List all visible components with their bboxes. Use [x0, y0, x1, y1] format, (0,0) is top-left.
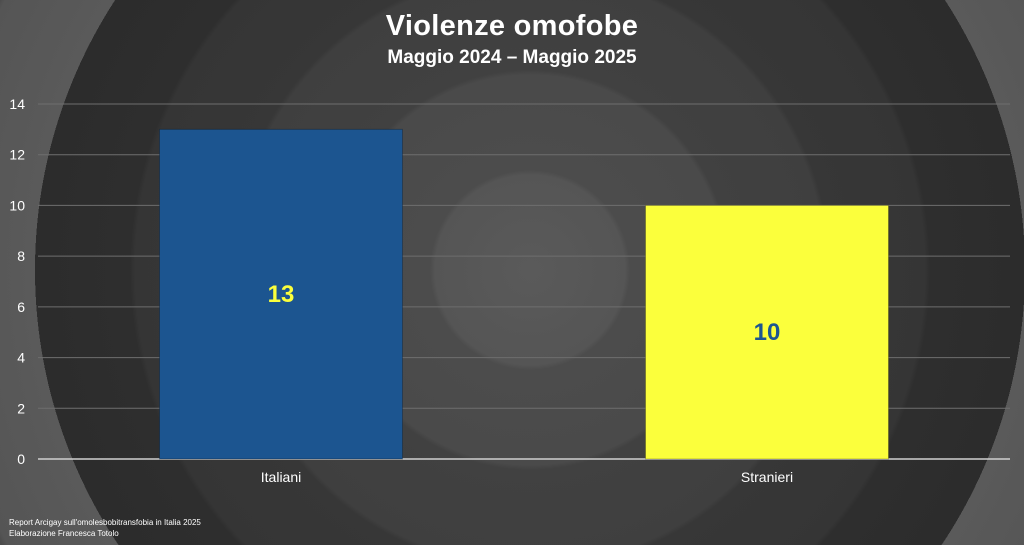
y-tick-label-2: 2: [17, 400, 25, 416]
footer-source: Report Arcigay sull'omolesbobitransfobia…: [9, 518, 201, 527]
y-tick-label-8: 8: [17, 248, 25, 264]
x-tick-label-italiani: Italiani: [261, 469, 301, 485]
data-label-stranieri: 10: [754, 319, 781, 346]
chart-subtitle: Maggio 2024 – Maggio 2025: [387, 47, 637, 68]
chart-title: Violenze omofobe: [385, 10, 639, 42]
x-tick-label-stranieri: Stranieri: [741, 469, 793, 485]
bar-stranieri: [645, 204, 889, 460]
y-tick-label-0: 0: [17, 451, 25, 467]
y-tick-label-10: 10: [9, 197, 25, 213]
y-tick-label-14: 14: [9, 96, 25, 112]
y-tick-label-4: 4: [17, 350, 25, 366]
footer-credit: Elaborazione Francesca Totolo: [9, 529, 119, 538]
y-tick-label-6: 6: [17, 299, 25, 315]
data-label-italiani: 13: [268, 281, 295, 308]
bar-italiani: [159, 128, 403, 460]
y-tick-label-12: 12: [9, 147, 25, 163]
